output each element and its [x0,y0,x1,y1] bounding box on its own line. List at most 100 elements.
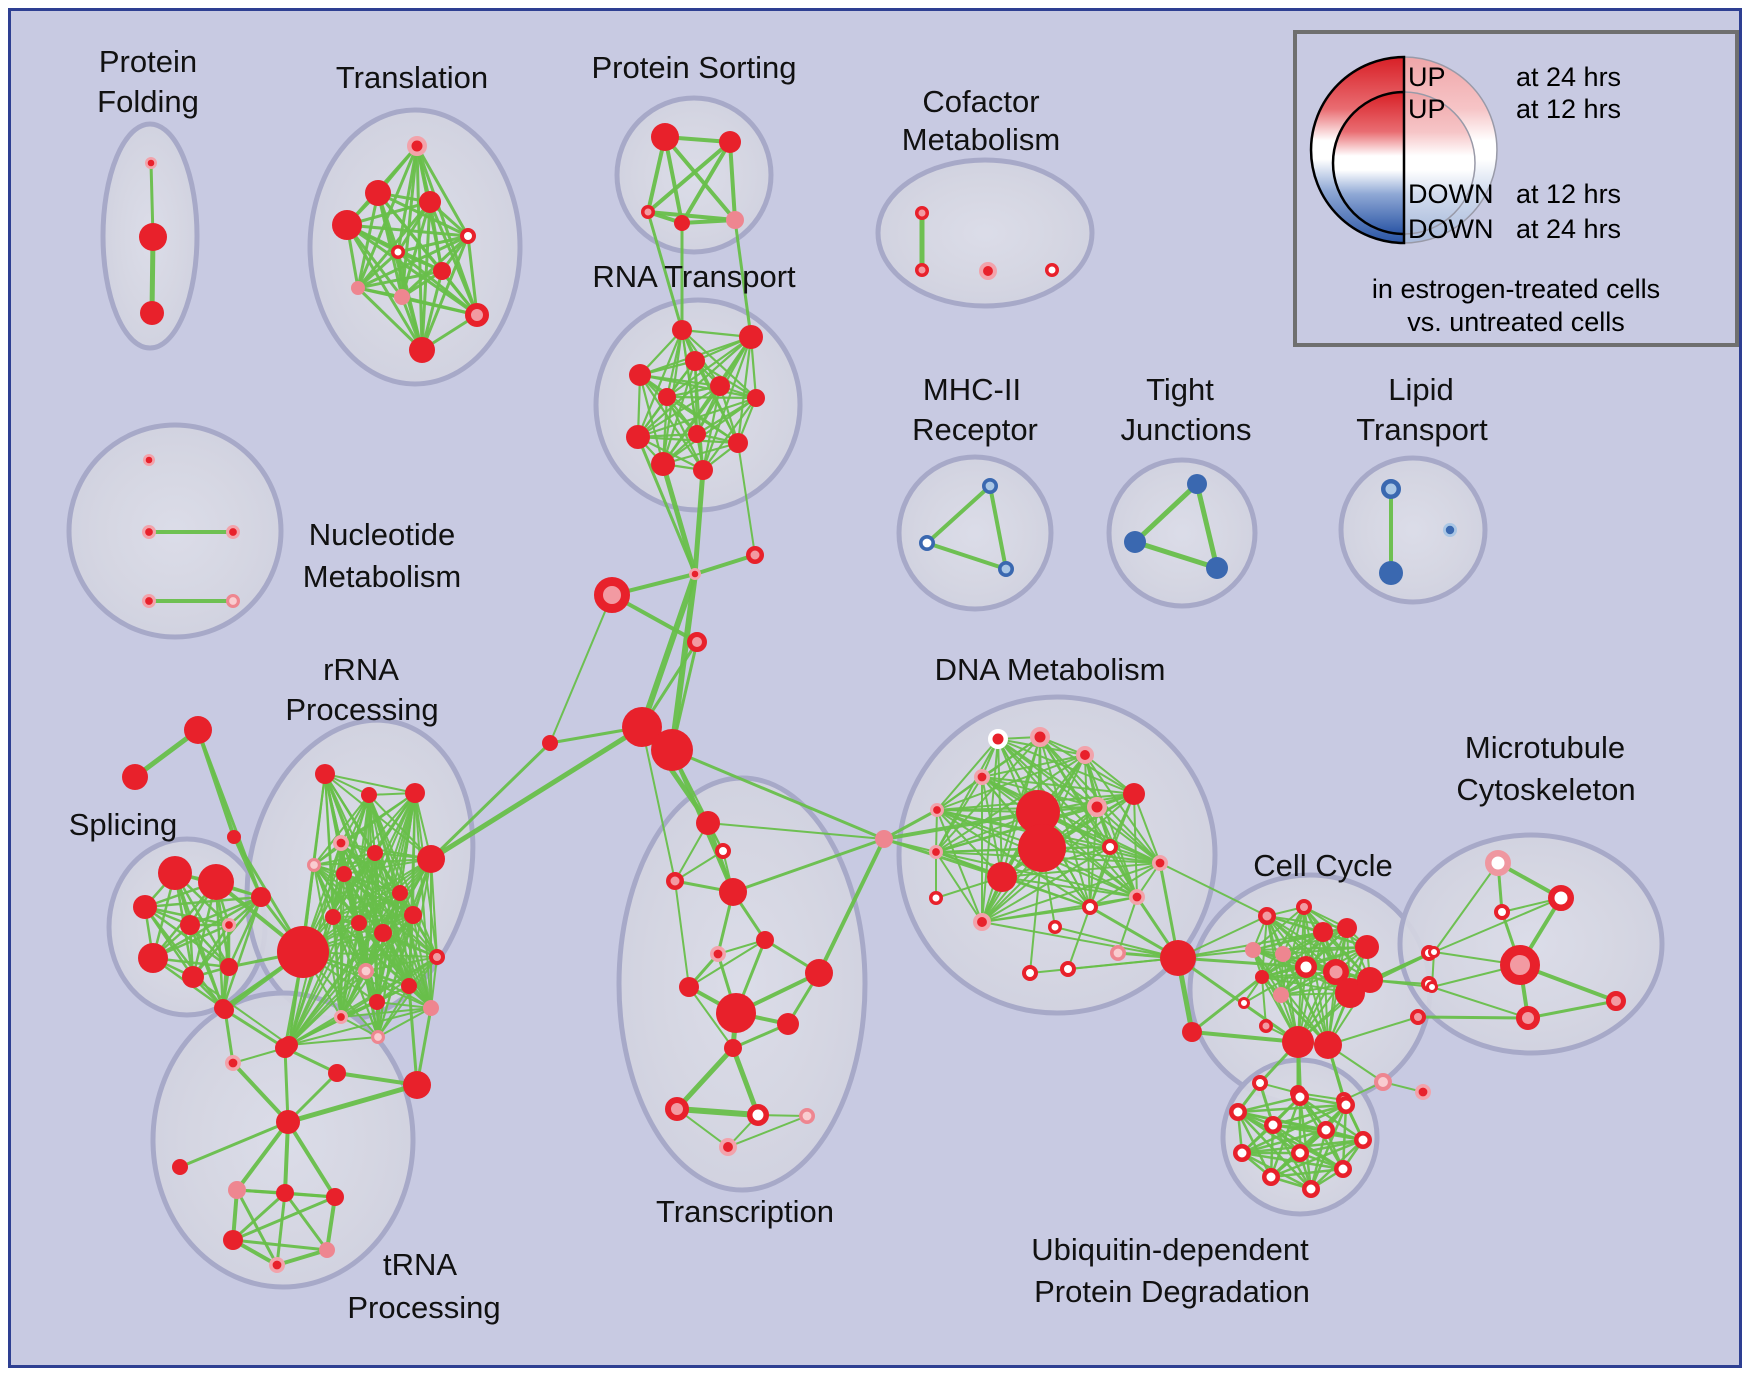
network-node-microtubule-cytoskeleton [1606,991,1626,1011]
cluster-label: Protein Degradation [1034,1274,1310,1309]
network-edge [356,250,400,290]
network-edge [1236,1103,1348,1114]
network-node-trna-processing [275,1038,295,1058]
network-edge [466,234,479,317]
network-node-lipid-transport [1443,523,1458,538]
network-node-trna-processing [326,1188,344,1206]
network-node-splicing [182,966,204,988]
network-edge [1261,931,1324,978]
cluster-label: Metabolism [902,122,1061,157]
network-edge [343,858,432,875]
network-node-cell-cycle [1238,997,1250,1009]
network-edge [1194,481,1220,571]
network-edge-intercluster [707,822,885,840]
network-edge [935,736,1041,853]
network-edge-intercluster [733,218,753,339]
network-edge [283,1046,290,1124]
network-node-cell-cycle [1415,1084,1432,1101]
network-node-dna-metabolism [1016,790,1060,834]
network-node-dna-metabolism [973,913,992,932]
network-edge [382,932,438,958]
cluster-ellipse-lipid-transport [1338,455,1488,605]
network-edge [340,842,432,860]
network-edge [356,286,424,352]
network-edge [1269,1167,1345,1179]
network-edge [1252,946,1368,951]
network-edge-intercluster [1176,956,1300,1044]
network-edge [231,1061,290,1124]
network-node-ubiquitin-dependent-protein-degradation [1291,1088,1309,1106]
network-node-cell-cycle [1295,956,1317,978]
network-node-transcription [724,1039,742,1057]
cluster-label: Tight [1146,372,1214,407]
network-edge [1240,1151,1345,1171]
network-edge [400,144,419,299]
network-edge [428,200,479,317]
network-edge-intercluster [1159,862,1268,917]
legend-ring-right [1403,91,1476,235]
network-node-microtubule-cytoskeleton [1494,904,1510,920]
cluster-label: Cofactor [922,84,1039,119]
network-edge [1089,846,1111,908]
network-node-transcription [665,1097,689,1121]
network-node-connector-nodes [184,716,212,744]
network-node-cell-cycle [1410,1009,1426,1025]
network-node-rna-transport [710,376,730,396]
network-node-cofactor-metabolism [979,261,998,280]
network-edge [1037,811,1161,864]
network-node-cell-cycle [1296,899,1312,915]
network-edge [701,335,753,472]
network-node-rrna-processing [277,926,329,978]
network-node-nucleotide-metabolism [225,525,240,540]
network-node-nucleotide-metabolism [141,594,156,609]
network-edge [376,1001,432,1009]
network-edge [283,1191,329,1252]
network-node-transcription [805,959,833,987]
network-edge [674,880,690,988]
network-node-rrna-processing [336,866,352,882]
network-edge [1084,754,1091,908]
network-node-dna-metabolism [1082,899,1098,915]
cluster-label: MHC-II [923,372,1021,407]
network-edge [188,895,263,927]
legend-caption: in estrogen-treated cells [1372,274,1660,304]
network-edge-intercluster [646,210,684,332]
legend-direction-label: UP [1408,62,1446,92]
network-node-cell-cycle [1323,959,1349,985]
network-edge [288,792,416,1046]
network-node-rna-transport [693,460,713,480]
network-node-trna-processing [225,1055,242,1072]
network-node-trna-processing [223,1230,243,1250]
cluster-ellipse-trna-processing [150,990,416,1290]
network-edge [420,234,470,352]
cluster-label: Cytoskeleton [1456,772,1635,807]
network-edge [636,435,740,445]
network-edge [988,484,1008,571]
network-edge [324,773,416,794]
network-node-ubiquitin-dependent-protein-degradation [1262,1168,1280,1186]
network-node-rna-transport [651,452,675,476]
network-edge [1054,926,1179,959]
network-node-splicing [180,915,200,935]
network-edge [1236,1095,1302,1114]
cluster-label: Translation [336,60,488,95]
network-edge [340,842,401,894]
network-edge [661,441,740,466]
network-node-trna-processing [216,1001,234,1019]
network-node-translation [365,180,391,206]
network-node-dna-metabolism [1076,746,1095,765]
network-node-cell-cycle [1245,942,1261,958]
network-edge [661,384,722,466]
network-edge [636,335,753,439]
legend-time-label: at 24 hrs [1516,214,1621,244]
cluster-label: Nucleotide [309,517,455,552]
network-edge [143,895,263,909]
network-node-trna-processing [403,1071,431,1099]
network-node-translation [394,289,410,305]
network-node-dna-metabolism [929,845,944,860]
network-node-trna-processing [328,1064,346,1082]
network-edge [285,1082,420,1125]
network-node-dna-metabolism [1018,824,1066,872]
network-edge [727,1115,808,1148]
